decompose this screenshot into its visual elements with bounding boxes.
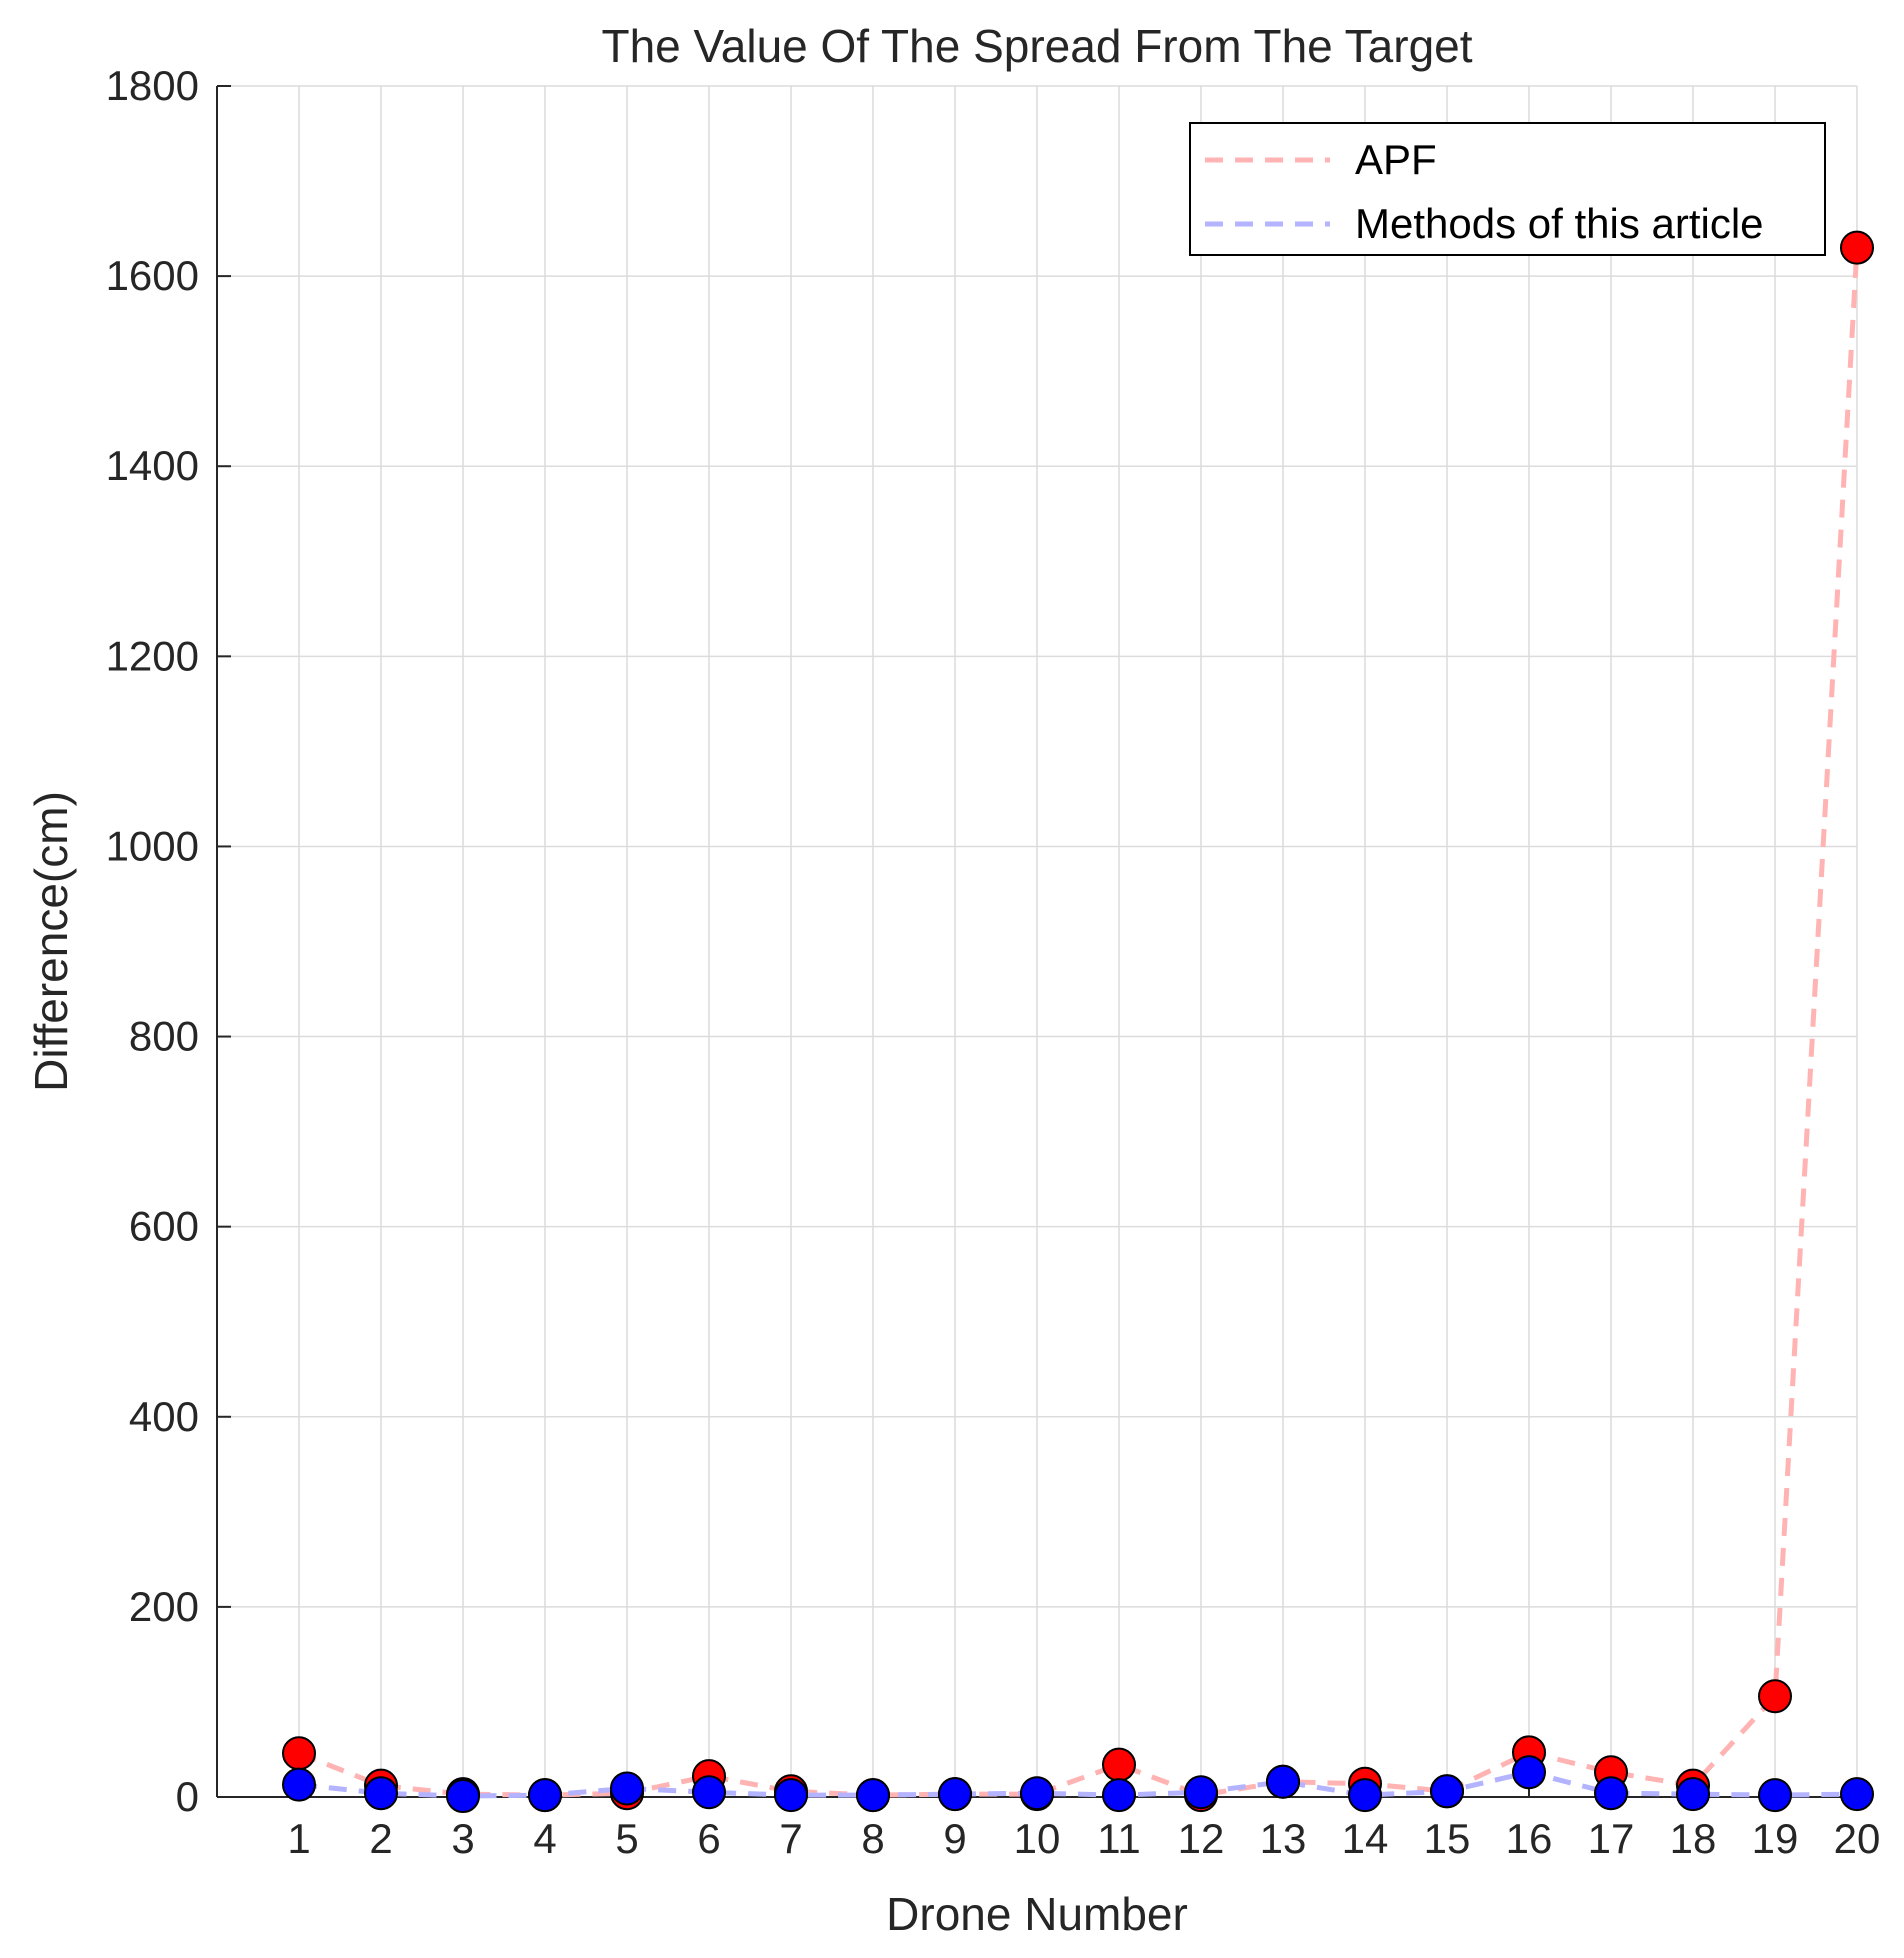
data-point-series-0 <box>282 1736 316 1771</box>
y-tick-label: 1400 <box>106 442 199 489</box>
x-tick-label: 6 <box>697 1815 720 1862</box>
y-axis-label: Difference(cm) <box>25 791 77 1092</box>
x-tick-label: 11 <box>1097 1815 1141 1862</box>
data-point-series-1 <box>1184 1775 1218 1810</box>
legend-entry: Methods of this article <box>1355 200 1764 247</box>
y-tick-label: 1000 <box>106 822 199 869</box>
data-point-series-0 <box>1840 230 1874 265</box>
x-tick-label: 3 <box>451 1815 474 1862</box>
x-axis-label: Drone Number <box>886 1888 1188 1940</box>
x-tick-label: 8 <box>861 1815 884 1862</box>
legend-box <box>1189 122 1826 256</box>
legend-entry: APF <box>1355 136 1437 183</box>
data-point-series-1 <box>528 1778 562 1813</box>
y-tick-label: 200 <box>129 1583 199 1630</box>
data-point-series-1 <box>1430 1774 1464 1809</box>
data-point-series-1 <box>1348 1778 1382 1813</box>
y-tick-label: 0 <box>176 1773 199 1820</box>
x-tick-label: 18 <box>1670 1815 1717 1862</box>
data-point-series-1 <box>774 1778 808 1813</box>
data-point-series-1 <box>610 1771 644 1806</box>
grid <box>217 85 1858 1798</box>
data-point-series-1 <box>1512 1755 1546 1790</box>
x-tick-label: 20 <box>1834 1815 1881 1862</box>
data-point-series-1 <box>1594 1776 1628 1811</box>
x-tick-label: 9 <box>943 1815 966 1862</box>
y-tick-label: 600 <box>129 1203 199 1250</box>
x-tick-label: 19 <box>1752 1815 1799 1862</box>
x-tick-label: 14 <box>1342 1815 1389 1862</box>
data-point-series-1 <box>1266 1764 1300 1799</box>
data-point-series-1 <box>692 1775 726 1810</box>
x-tick-label: 17 <box>1588 1815 1635 1862</box>
legend: APF Methods of this article <box>1189 122 1826 256</box>
series <box>282 230 1874 1814</box>
data-point-series-1 <box>282 1767 316 1802</box>
chart-title: The Value Of The Spread From The Target <box>601 20 1472 72</box>
data-point-series-1 <box>856 1778 890 1813</box>
data-point-series-1 <box>364 1776 398 1811</box>
data-point-series-1 <box>1102 1778 1136 1813</box>
x-tick-label: 15 <box>1424 1815 1471 1862</box>
y-tick-label: 1200 <box>106 632 199 679</box>
x-tick-label: 13 <box>1260 1815 1307 1862</box>
data-point-series-1 <box>446 1779 480 1814</box>
x-tick-label: 12 <box>1178 1815 1225 1862</box>
y-tick-label: 1800 <box>106 62 199 109</box>
x-tick-label: 2 <box>369 1815 392 1862</box>
data-point-series-1 <box>1840 1777 1874 1812</box>
data-point-series-1 <box>1758 1778 1792 1813</box>
data-point-series-0 <box>1102 1747 1136 1782</box>
data-point-series-0 <box>1758 1679 1792 1714</box>
x-tick-label: 1 <box>287 1815 310 1862</box>
x-tick-label: 7 <box>779 1815 802 1862</box>
y-tick-label: 400 <box>129 1393 199 1440</box>
x-tick-label: 16 <box>1506 1815 1553 1862</box>
x-tick-label: 5 <box>615 1815 638 1862</box>
x-tick-label: 4 <box>533 1815 556 1862</box>
data-point-series-1 <box>938 1777 972 1812</box>
y-tick-label: 800 <box>129 1013 199 1060</box>
data-point-series-1 <box>1020 1776 1054 1811</box>
data-point-series-1 <box>1676 1777 1710 1812</box>
x-tick-label: 10 <box>1014 1815 1061 1862</box>
y-tick-label: 1600 <box>106 252 199 299</box>
